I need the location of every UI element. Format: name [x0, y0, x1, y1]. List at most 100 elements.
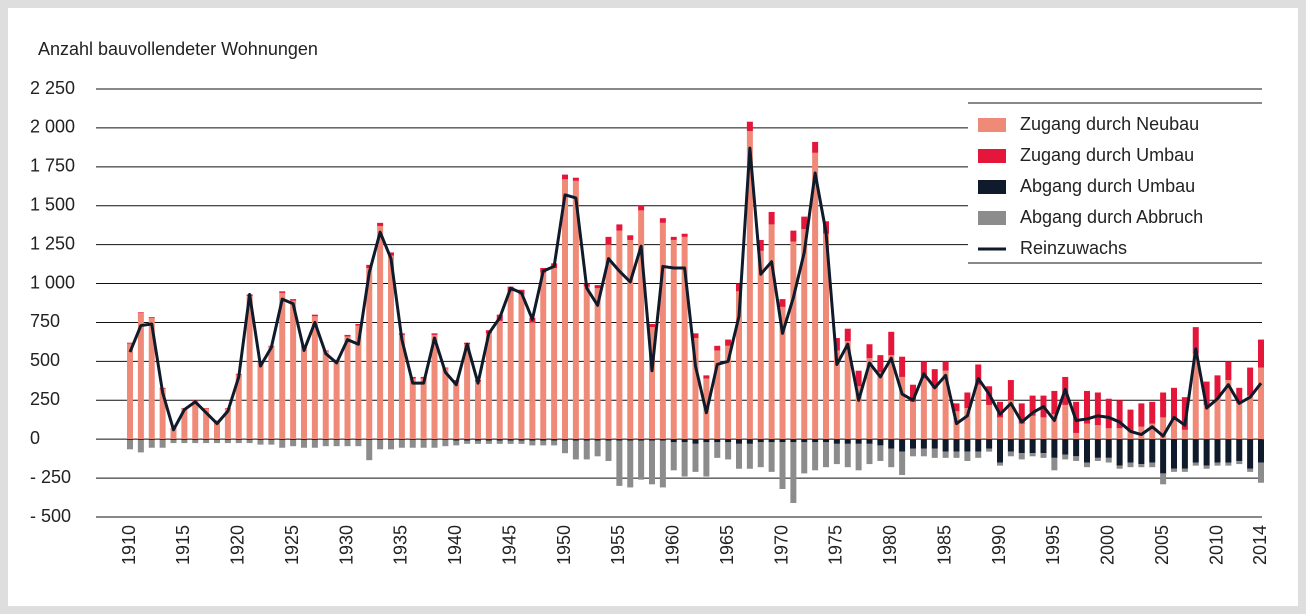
bar: [1116, 465, 1123, 469]
bar: [1236, 387, 1243, 404]
bar: [127, 439, 133, 450]
x-tick-label: 1960: [663, 525, 683, 565]
bar: [1149, 462, 1156, 468]
bar: [398, 439, 405, 440]
bar: [877, 439, 884, 446]
bar: [1007, 451, 1014, 457]
x-tick-label: 1925: [282, 525, 302, 565]
bar: [986, 404, 993, 440]
bar: [1116, 439, 1123, 466]
bar: [1116, 400, 1123, 429]
bar: [203, 439, 210, 440]
x-tick-label: 1990: [989, 525, 1009, 565]
bar: [997, 462, 1003, 466]
bar: [1247, 439, 1254, 469]
bar: [529, 439, 536, 441]
bar: [649, 440, 655, 485]
x-tick-label: 1975: [826, 525, 846, 565]
y-tick-label: 1 750: [30, 156, 75, 176]
bar: [1029, 453, 1036, 457]
bar: [170, 428, 177, 440]
bar: [311, 314, 318, 317]
bar: [235, 374, 242, 440]
bar: [899, 356, 906, 377]
bar: [1105, 428, 1112, 440]
bar: [757, 442, 764, 468]
bar: [855, 439, 862, 444]
bar: [453, 439, 460, 441]
bar: [833, 443, 840, 465]
bar: [964, 439, 971, 452]
bar: [931, 387, 938, 440]
bar: [572, 440, 579, 460]
bar: [1105, 457, 1112, 463]
bar: [986, 448, 993, 452]
bar: [137, 312, 144, 314]
bar: [855, 370, 862, 387]
y-tick-label: 250: [30, 389, 60, 409]
bar: [333, 360, 340, 440]
bar: [1236, 439, 1243, 461]
y-tick-label: 0: [30, 428, 40, 448]
bar: [1214, 398, 1221, 440]
bar: [203, 408, 210, 440]
bar: [768, 224, 775, 440]
bar: [257, 439, 264, 445]
bar: [322, 439, 329, 440]
bar: [148, 439, 155, 440]
bar: [920, 439, 927, 449]
bar: [725, 439, 732, 443]
bar: [148, 317, 155, 318]
bar: [496, 440, 503, 444]
bar: [920, 448, 927, 457]
bar: [257, 439, 264, 440]
bar: [1214, 439, 1221, 463]
bar: [409, 439, 416, 448]
bar: [1192, 327, 1199, 354]
legend-swatch: [978, 118, 1006, 132]
bar: [235, 439, 242, 440]
bar: [649, 439, 655, 441]
bar: [920, 361, 927, 379]
bar: [475, 381, 481, 440]
bar: [670, 239, 677, 440]
bar: [344, 334, 351, 337]
bar: [920, 378, 927, 440]
bar: [888, 439, 895, 449]
bar: [801, 216, 808, 230]
bar: [616, 440, 623, 486]
x-tick-label: 2010: [1206, 525, 1226, 565]
bar: [605, 244, 612, 440]
bar: [192, 400, 199, 440]
bar: [562, 174, 568, 180]
bar: [1073, 456, 1080, 461]
bar: [692, 443, 699, 472]
bar: [388, 252, 394, 256]
x-tick-label: 1915: [173, 525, 193, 565]
bar: [605, 440, 612, 461]
x-tick-label: 1955: [608, 525, 628, 565]
y-tick-label: 500: [30, 350, 60, 370]
legend-swatch: [978, 149, 1006, 163]
y-tick-label: 1 250: [30, 233, 75, 253]
x-tick-label: 1995: [1043, 525, 1063, 565]
bar: [1258, 339, 1264, 368]
bar: [844, 341, 851, 440]
bar: [692, 439, 699, 444]
bar: [344, 439, 351, 440]
bar: [1192, 353, 1199, 440]
bar: [790, 439, 797, 443]
bar: [638, 439, 645, 441]
bar: [279, 291, 286, 293]
bar: [899, 439, 906, 452]
bar: [964, 408, 971, 440]
x-tick-label: 1965: [717, 525, 737, 565]
bar: [583, 286, 590, 440]
bar: [344, 439, 351, 447]
bar: [442, 439, 449, 440]
bar: [692, 338, 699, 440]
bar: [1029, 439, 1036, 454]
bar: [453, 440, 460, 446]
bar: [812, 439, 819, 443]
